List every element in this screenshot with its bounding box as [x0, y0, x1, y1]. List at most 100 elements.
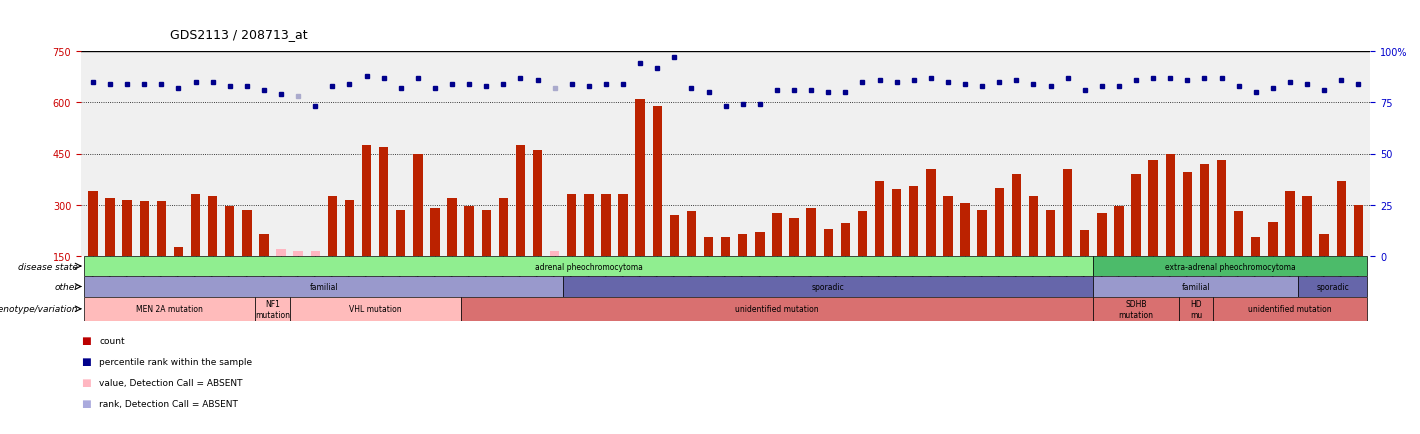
Bar: [1149, 161, 1157, 256]
Bar: [1098, 214, 1106, 256]
Bar: [1353, 205, 1363, 256]
Text: familial: familial: [310, 283, 338, 291]
Bar: [841, 224, 851, 256]
Text: extra-adrenal pheochromocytoma: extra-adrenal pheochromocytoma: [1164, 262, 1295, 271]
Bar: [909, 187, 919, 256]
Bar: [84, 256, 1093, 276]
Bar: [207, 197, 217, 256]
Bar: [977, 210, 987, 256]
Bar: [260, 234, 268, 256]
Bar: [1011, 174, 1021, 256]
Bar: [704, 237, 713, 256]
Bar: [1183, 173, 1191, 256]
Bar: [875, 181, 885, 256]
Text: count: count: [99, 336, 125, 345]
Bar: [122, 200, 132, 256]
Text: SDHB
mutation: SDHB mutation: [1119, 299, 1153, 319]
Text: unidentified mutation: unidentified mutation: [1248, 305, 1332, 314]
Bar: [481, 210, 491, 256]
Bar: [926, 169, 936, 256]
Text: genotype/variation: genotype/variation: [0, 305, 78, 314]
Bar: [1268, 222, 1278, 256]
Bar: [190, 195, 200, 256]
Bar: [618, 195, 628, 256]
Text: disease state: disease state: [18, 262, 78, 271]
Bar: [755, 232, 764, 256]
Text: SD
HD
mu
tatio: SD HD mu tatio: [1187, 289, 1204, 329]
Bar: [960, 204, 970, 256]
Bar: [670, 215, 679, 256]
Bar: [345, 200, 354, 256]
Text: sporadic: sporadic: [812, 283, 845, 291]
Bar: [1200, 164, 1208, 256]
Bar: [1251, 237, 1261, 256]
Bar: [1234, 212, 1244, 256]
Bar: [1166, 154, 1174, 256]
Bar: [772, 214, 781, 256]
Bar: [105, 198, 115, 256]
Bar: [430, 209, 440, 256]
Bar: [515, 146, 525, 256]
Bar: [1028, 197, 1038, 256]
Text: GDS2113 / 208713_at: GDS2113 / 208713_at: [170, 28, 308, 41]
Bar: [1064, 169, 1072, 256]
Bar: [653, 106, 662, 256]
Text: adrenal pheochromocytoma: adrenal pheochromocytoma: [535, 262, 643, 271]
Bar: [379, 147, 388, 256]
Text: other: other: [54, 283, 78, 291]
Text: VHL mutation: VHL mutation: [349, 305, 402, 314]
Bar: [601, 195, 611, 256]
Bar: [311, 251, 320, 256]
Text: familial: familial: [1181, 283, 1210, 291]
Bar: [1217, 161, 1227, 256]
Bar: [156, 202, 166, 256]
Bar: [498, 198, 508, 256]
Bar: [635, 100, 645, 256]
Bar: [84, 276, 564, 297]
Bar: [1093, 256, 1367, 276]
Bar: [447, 198, 457, 256]
Bar: [1319, 234, 1329, 256]
Bar: [362, 146, 371, 256]
Bar: [1081, 231, 1089, 256]
Bar: [328, 197, 337, 256]
Bar: [824, 229, 834, 256]
Bar: [892, 190, 902, 256]
Bar: [139, 202, 149, 256]
Bar: [294, 251, 302, 256]
Text: percentile rank within the sample: percentile rank within the sample: [99, 357, 253, 366]
Bar: [256, 297, 290, 321]
Bar: [413, 154, 423, 256]
Bar: [1045, 210, 1055, 256]
Text: ■: ■: [81, 378, 91, 387]
Bar: [721, 237, 730, 256]
Bar: [550, 251, 559, 256]
Bar: [173, 248, 183, 256]
Bar: [1115, 207, 1123, 256]
Bar: [460, 297, 1093, 321]
Bar: [241, 210, 251, 256]
Bar: [1132, 174, 1140, 256]
Bar: [88, 191, 98, 256]
Bar: [464, 207, 474, 256]
Bar: [224, 207, 234, 256]
Bar: [807, 209, 816, 256]
Text: value, Detection Call = ABSENT: value, Detection Call = ABSENT: [99, 378, 243, 387]
Bar: [290, 297, 460, 321]
Text: NF1
mutation: NF1 mutation: [256, 299, 290, 319]
Bar: [1179, 297, 1213, 321]
Bar: [277, 250, 285, 256]
Bar: [584, 195, 594, 256]
Bar: [564, 276, 1093, 297]
Text: ■: ■: [81, 357, 91, 366]
Bar: [858, 212, 868, 256]
Text: unidentified mutation: unidentified mutation: [736, 305, 819, 314]
Bar: [1302, 197, 1312, 256]
Text: sporadic: sporadic: [1316, 283, 1349, 291]
Bar: [943, 197, 953, 256]
Bar: [532, 151, 542, 256]
Bar: [1093, 297, 1179, 321]
Bar: [1298, 276, 1367, 297]
Text: ■: ■: [81, 398, 91, 408]
Bar: [790, 219, 798, 256]
